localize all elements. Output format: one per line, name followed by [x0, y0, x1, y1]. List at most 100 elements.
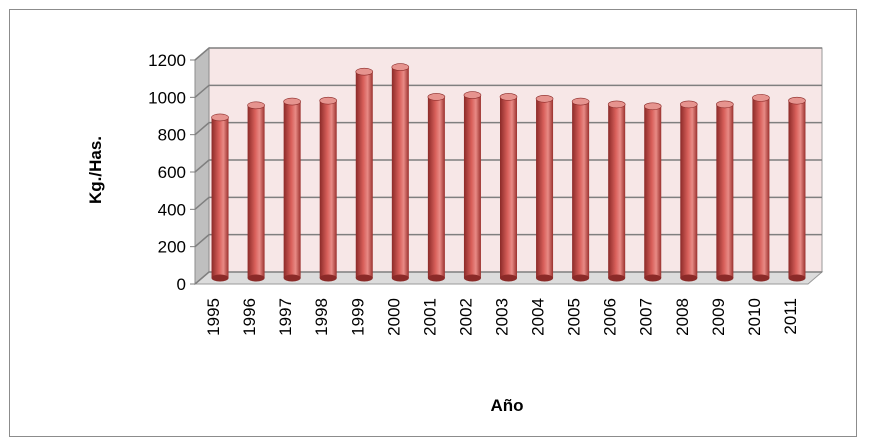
bar-body — [283, 101, 301, 278]
bar-body — [752, 97, 770, 278]
y-tick-label: 600 — [158, 163, 186, 182]
bar-base — [608, 274, 626, 282]
x-tick-label: 2006 — [601, 298, 620, 336]
bar-body — [463, 95, 481, 278]
y-tick-label: 200 — [158, 238, 186, 257]
x-tick-label: 2008 — [673, 298, 692, 336]
bar-body — [500, 96, 517, 278]
bar-body — [716, 104, 734, 279]
bar-top — [391, 63, 410, 71]
bar-top — [607, 100, 626, 109]
bar-top — [679, 100, 698, 109]
bar-top — [499, 93, 518, 101]
bar-top — [319, 96, 338, 105]
bar-body — [536, 98, 554, 278]
x-tick-label: 2009 — [709, 298, 728, 336]
y-tick-label: 1200 — [148, 51, 186, 70]
gridline — [194, 84, 822, 98]
bar-base — [680, 274, 698, 282]
bar — [499, 93, 518, 282]
bar — [283, 97, 301, 282]
y-tick-label: 1000 — [148, 88, 186, 107]
bar-top — [643, 102, 662, 111]
bar-base — [644, 274, 662, 282]
bar — [535, 95, 554, 282]
bar-body — [247, 105, 265, 278]
bar-base — [463, 274, 481, 282]
bar-body — [680, 104, 698, 279]
bar-top — [427, 93, 446, 101]
y-axis-title: Kg./Has. — [86, 136, 105, 204]
bar-base — [788, 274, 806, 282]
x-tick-label: 2011 — [781, 298, 800, 335]
bar-base — [211, 274, 229, 282]
bar — [571, 97, 590, 282]
bar-base — [536, 274, 554, 282]
x-tick-label: 2002 — [456, 298, 475, 336]
bar-base — [391, 274, 409, 282]
bar — [607, 100, 626, 282]
bar-body — [391, 67, 409, 278]
x-tick-label: 2010 — [745, 298, 764, 336]
bar-body — [644, 106, 662, 279]
bar — [679, 100, 698, 282]
bar-body — [788, 100, 806, 279]
y-tick-labels: 0 200 400 600 800 1000 1200 — [148, 51, 186, 294]
bar-top — [535, 95, 554, 103]
bar — [211, 113, 229, 282]
bar-base — [283, 274, 301, 282]
x-tick-label: 2004 — [529, 298, 548, 336]
x-tick-label: 1996 — [240, 298, 259, 336]
bar-base — [427, 274, 445, 282]
x-tick-label: 1998 — [312, 298, 331, 336]
x-tick-label: 1997 — [276, 298, 295, 336]
bar — [752, 94, 770, 282]
bar-body — [211, 117, 229, 278]
x-tick-labels: 1995 1996 1997 1998 1999 2000 2001 2002 2003 2004… — [204, 298, 800, 336]
x-tick-label: 2000 — [384, 298, 403, 336]
bar — [463, 91, 482, 282]
bar-base — [247, 274, 265, 282]
bars — [211, 63, 806, 282]
bar — [788, 96, 806, 282]
bar-top — [752, 94, 770, 102]
bar-body — [427, 96, 445, 278]
bar-top — [716, 100, 734, 109]
x-tick-label: 2001 — [420, 298, 439, 336]
bar-top — [463, 91, 482, 99]
x-tick-label: 1999 — [348, 298, 367, 336]
bar-top — [247, 101, 265, 110]
bar-base — [752, 274, 770, 282]
bar — [391, 63, 410, 282]
bar-base — [355, 274, 373, 282]
bar-base — [319, 274, 337, 282]
gridline — [194, 47, 822, 61]
bar-base — [716, 274, 734, 282]
y-tick-label: 800 — [158, 126, 186, 145]
bar-base — [500, 274, 517, 282]
y-tick-label: 400 — [158, 200, 186, 219]
bar — [643, 102, 662, 282]
y-tick-label: 0 — [177, 275, 186, 294]
bar — [427, 93, 446, 282]
x-tick-label: 1995 — [204, 298, 223, 336]
bar — [247, 101, 265, 282]
bar-body — [608, 104, 626, 279]
bar — [716, 100, 734, 282]
x-axis-title: Año — [490, 396, 523, 415]
bar — [355, 67, 374, 282]
bar-body — [355, 71, 373, 278]
x-tick-label: 2003 — [493, 298, 512, 336]
bar-top — [283, 97, 301, 106]
bar-body — [572, 101, 590, 278]
bar-top — [211, 113, 229, 122]
x-tick-label: 2007 — [637, 298, 656, 336]
bar — [319, 96, 338, 282]
bar-top — [355, 67, 374, 76]
bar-base — [572, 274, 590, 282]
bar-top — [571, 97, 590, 106]
bar-body — [319, 100, 337, 279]
x-tick-label: 2005 — [565, 298, 584, 336]
bar-top — [788, 96, 806, 105]
